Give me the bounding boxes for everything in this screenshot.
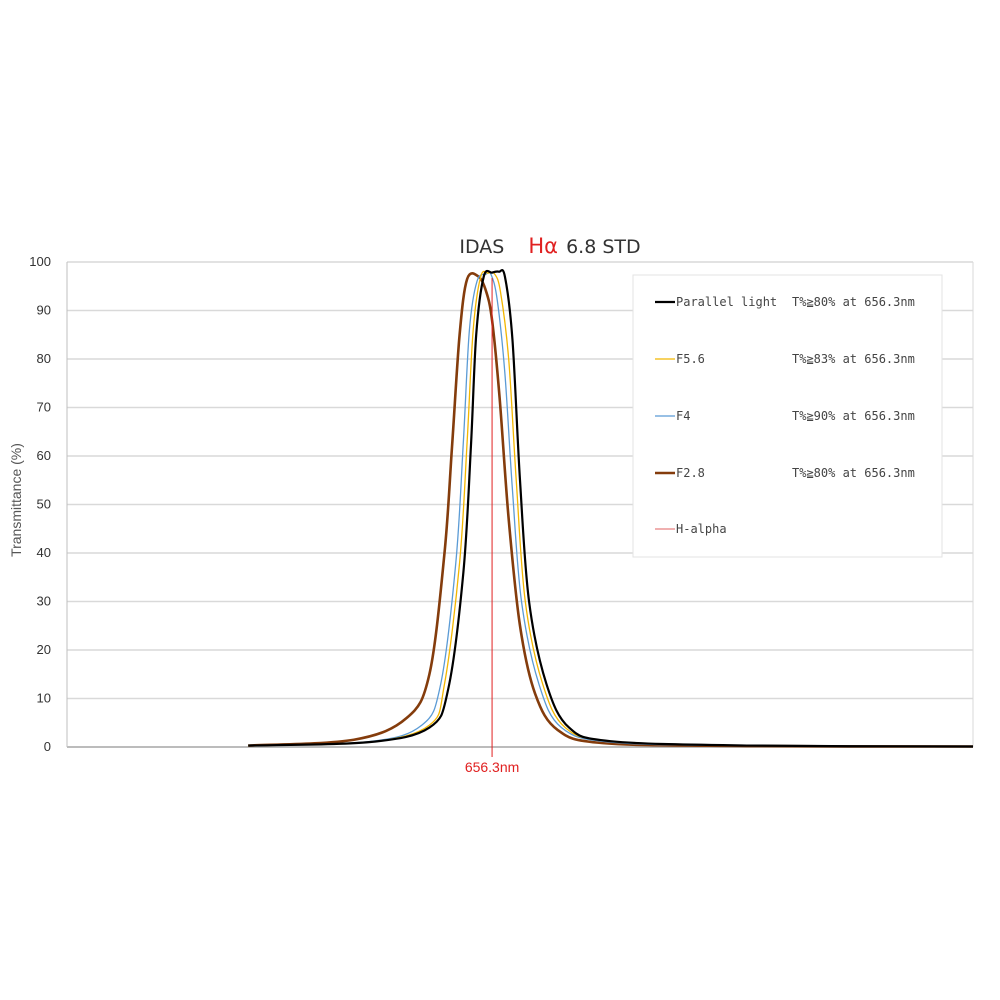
legend-note-f2-8: T%≧80% at 656.3nm bbox=[792, 466, 915, 480]
series-line-parallel-light bbox=[248, 269, 974, 748]
y-tick-label-0: 0 bbox=[44, 739, 51, 754]
y-tick-labels: 0 10 20 30 40 50 60 70 80 90 100 bbox=[29, 254, 51, 754]
legend-note-parallel-light: T%≧80% at 656.3nm bbox=[792, 295, 915, 309]
y-tick-label-40: 40 bbox=[37, 545, 51, 560]
h-alpha-marker-label: 656.3nm bbox=[465, 759, 519, 775]
y-tick-label-70: 70 bbox=[37, 400, 51, 415]
series-line-f2-8 bbox=[248, 272, 974, 748]
legend-note-f4: T%≧90% at 656.3nm bbox=[792, 409, 915, 423]
y-tick-label-30: 30 bbox=[37, 594, 51, 609]
legend-label-f2-8: F2.8 bbox=[676, 466, 705, 480]
y-tick-label-80: 80 bbox=[37, 351, 51, 366]
legend: Parallel light T%≧80% at 656.3nm F5.6 T%≧83… bbox=[632, 274, 943, 558]
legend-label-h-alpha: H-alpha bbox=[676, 522, 727, 536]
y-tick-label-20: 20 bbox=[37, 642, 51, 657]
y-tick-label-100: 100 bbox=[29, 254, 51, 269]
series-lines bbox=[248, 269, 974, 748]
series-line-f4 bbox=[248, 271, 974, 748]
y-tick-label-50: 50 bbox=[37, 497, 51, 512]
chart-title-suffix: 6.8 STD bbox=[566, 236, 641, 258]
legend-label-f4: F4 bbox=[676, 409, 690, 423]
chart-title: IDAS Hα 6.8 STD bbox=[459, 234, 640, 258]
y-tick-label-10: 10 bbox=[37, 691, 51, 706]
legend-note-f5-6: T%≧83% at 656.3nm bbox=[792, 352, 915, 366]
y-axis-title: Transmittance (%) bbox=[8, 443, 24, 557]
y-tick-label-60: 60 bbox=[37, 448, 51, 463]
legend-label-f5-6: F5.6 bbox=[676, 352, 705, 366]
chart-title-highlight: Hα bbox=[528, 234, 558, 258]
chart-title-prefix: IDAS bbox=[459, 236, 504, 258]
y-tick-label-90: 90 bbox=[37, 303, 51, 318]
legend-box bbox=[632, 274, 943, 558]
legend-label-parallel-light: Parallel light bbox=[676, 295, 777, 309]
